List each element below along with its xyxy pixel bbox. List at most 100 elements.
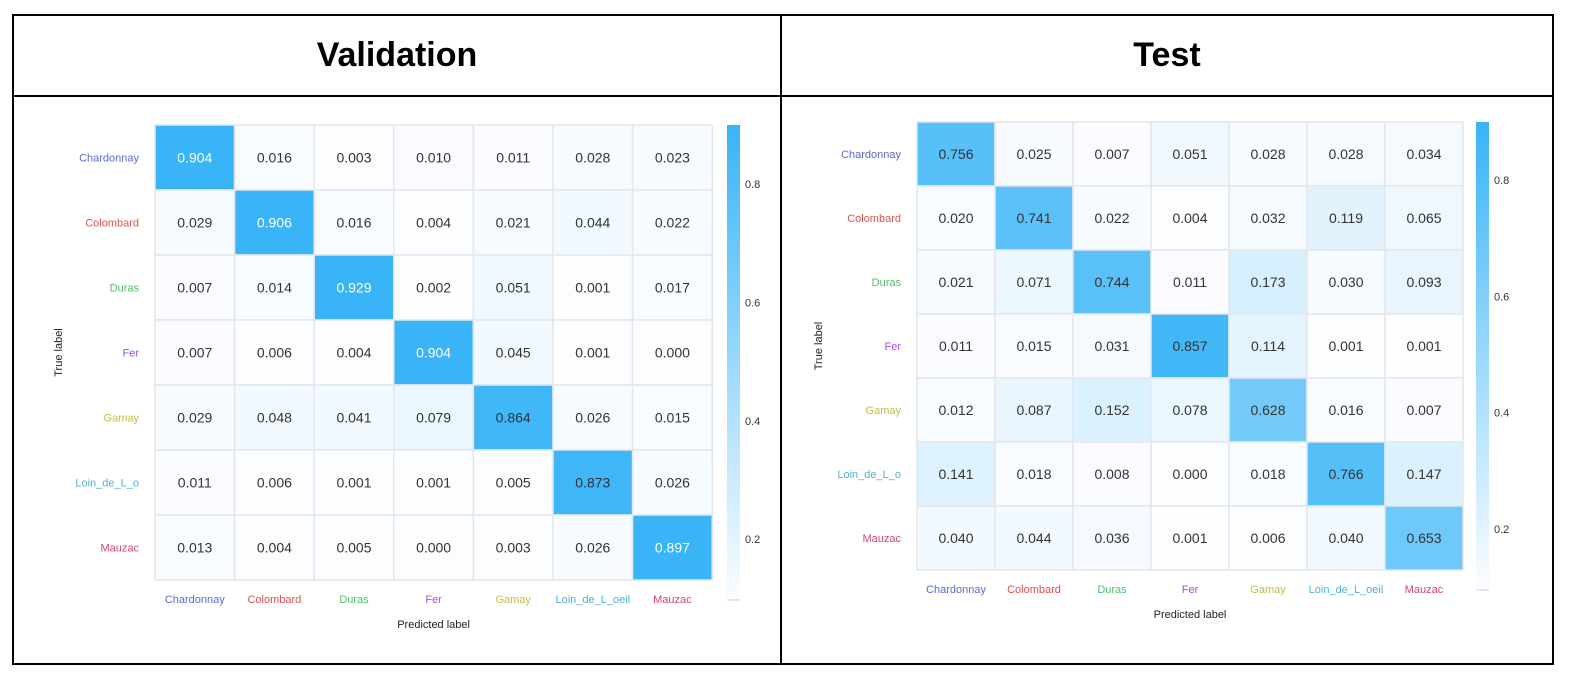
cell-value: 0.044 bbox=[1016, 530, 1051, 546]
matrix-cell bbox=[393, 514, 475, 581]
matrix-cell bbox=[552, 254, 634, 321]
cell-value: 0.001 bbox=[1172, 530, 1207, 546]
cell-value: 0.065 bbox=[1406, 210, 1441, 226]
y-tick-label: Fer bbox=[885, 341, 902, 353]
cell-value: 0.897 bbox=[655, 540, 690, 556]
cell-value: 0.051 bbox=[496, 280, 531, 296]
cell-value: 0.008 bbox=[1094, 466, 1129, 482]
cell-value: 0.014 bbox=[257, 280, 292, 296]
cell-value: 0.029 bbox=[177, 410, 212, 426]
cell-value: 0.141 bbox=[938, 466, 973, 482]
cell-value: 0.929 bbox=[336, 280, 371, 296]
cell-value: 0.002 bbox=[416, 280, 451, 296]
cell-value: 0.741 bbox=[1016, 210, 1051, 226]
cell-value: 0.000 bbox=[1172, 466, 1207, 482]
cell-value: 0.087 bbox=[1016, 402, 1051, 418]
cell-value: 0.001 bbox=[1328, 338, 1363, 354]
cell-value: 0.000 bbox=[416, 540, 451, 556]
matrix-cell bbox=[472, 514, 554, 581]
colorbar bbox=[1476, 122, 1489, 590]
cell-value: 0.744 bbox=[1094, 274, 1129, 290]
x-axis-title: Predicted label bbox=[397, 619, 470, 631]
x-tick-label: Duras bbox=[339, 594, 369, 606]
cell-value: 0.906 bbox=[257, 215, 292, 231]
matrix-cell bbox=[1072, 505, 1152, 571]
y-tick-label: Chardonnay bbox=[841, 149, 901, 161]
cell-value: 0.030 bbox=[1328, 274, 1363, 290]
cell-value: 0.004 bbox=[1172, 210, 1207, 226]
matrix-cell bbox=[393, 189, 475, 256]
matrix-cell bbox=[1150, 121, 1230, 187]
cell-value: 0.000 bbox=[655, 345, 690, 361]
cell-value: 0.011 bbox=[496, 150, 530, 166]
y-tick-label: Loin_de_L_o bbox=[837, 469, 901, 481]
matrix-cell bbox=[552, 319, 634, 386]
matrix-cell bbox=[631, 514, 713, 581]
test-header: Test bbox=[1133, 36, 1201, 74]
cell-value: 0.012 bbox=[938, 402, 973, 418]
cell-value: 0.018 bbox=[1250, 466, 1285, 482]
y-axis-title: True label bbox=[813, 322, 825, 371]
matrix-cell bbox=[154, 124, 236, 191]
matrix-cell bbox=[1384, 441, 1464, 507]
cell-value: 0.119 bbox=[1329, 210, 1363, 226]
matrix-cell bbox=[233, 254, 315, 321]
cell-value: 0.152 bbox=[1094, 402, 1129, 418]
cell-value: 0.023 bbox=[655, 150, 690, 166]
cell-value: 0.016 bbox=[1328, 402, 1363, 418]
matrix-cell bbox=[472, 449, 554, 516]
cell-value: 0.044 bbox=[575, 215, 610, 231]
matrix-cell bbox=[393, 449, 475, 516]
matrix-cell bbox=[1384, 185, 1464, 251]
cell-value: 0.857 bbox=[1172, 338, 1207, 354]
cell-value: 0.011 bbox=[939, 338, 973, 354]
matrix-cell bbox=[994, 313, 1074, 379]
y-tick-label: Gamay bbox=[866, 405, 902, 417]
cell-value: 0.025 bbox=[1016, 146, 1051, 162]
matrix-cell bbox=[154, 189, 236, 256]
colorbar-tick-label: 0.4 bbox=[1494, 408, 1509, 420]
matrix-cell bbox=[1150, 505, 1230, 571]
cell-value: 0.007 bbox=[1406, 402, 1441, 418]
cell-value: 0.628 bbox=[1250, 402, 1285, 418]
x-tick-label: Fer bbox=[1182, 584, 1199, 596]
validation-confusion-matrix: 0.904 0.016 0.003 0.010 0.011 0.028 0.023 0.029… bbox=[53, 124, 760, 631]
x-tick-label: Chardonnay bbox=[926, 584, 986, 596]
cell-value: 0.003 bbox=[336, 150, 371, 166]
cell-value: 0.078 bbox=[1172, 402, 1207, 418]
y-tick-label: Loin_de_L_o bbox=[75, 478, 139, 490]
matrix-cell bbox=[631, 124, 713, 191]
matrix-cell bbox=[1150, 185, 1230, 251]
cell-value: 0.011 bbox=[1173, 274, 1207, 290]
colorbar-tick-label: 0.6 bbox=[745, 297, 760, 309]
cell-value: 0.904 bbox=[416, 345, 451, 361]
cell-value: 0.003 bbox=[496, 540, 531, 556]
matrix-cell bbox=[233, 319, 315, 386]
colorbar-tick-label: 0.2 bbox=[745, 534, 760, 546]
matrix-cell bbox=[393, 384, 475, 451]
cell-value: 0.032 bbox=[1250, 210, 1285, 226]
cell-value: 0.017 bbox=[655, 280, 690, 296]
test-confusion-matrix: 0.756 0.025 0.007 0.051 0.028 0.028 0.034 0.020… bbox=[813, 121, 1509, 621]
y-tick-label: Mauzac bbox=[862, 533, 901, 545]
matrix-cell bbox=[1150, 441, 1230, 507]
cell-value: 0.653 bbox=[1406, 530, 1441, 546]
cell-value: 0.045 bbox=[496, 345, 531, 361]
y-tick-label: Duras bbox=[872, 277, 902, 289]
cell-value: 0.766 bbox=[1328, 466, 1363, 482]
matrix-cell bbox=[472, 384, 554, 451]
cell-value: 0.028 bbox=[1250, 146, 1285, 162]
matrix-cell bbox=[472, 319, 554, 386]
matrix-cell bbox=[154, 254, 236, 321]
matrix-cell bbox=[552, 124, 634, 191]
y-tick-label: Mauzac bbox=[100, 543, 139, 555]
colorbar-tick-label: 0.6 bbox=[1494, 291, 1509, 303]
cell-value: 0.048 bbox=[257, 410, 292, 426]
cell-value: 0.026 bbox=[575, 540, 610, 556]
y-tick-label: Chardonnay bbox=[79, 153, 139, 165]
cell-value: 0.004 bbox=[257, 540, 292, 556]
x-tick-label: Fer bbox=[425, 594, 442, 606]
cell-value: 0.093 bbox=[1406, 274, 1441, 290]
matrix-cell bbox=[1072, 249, 1152, 315]
cell-value: 0.031 bbox=[1094, 338, 1129, 354]
